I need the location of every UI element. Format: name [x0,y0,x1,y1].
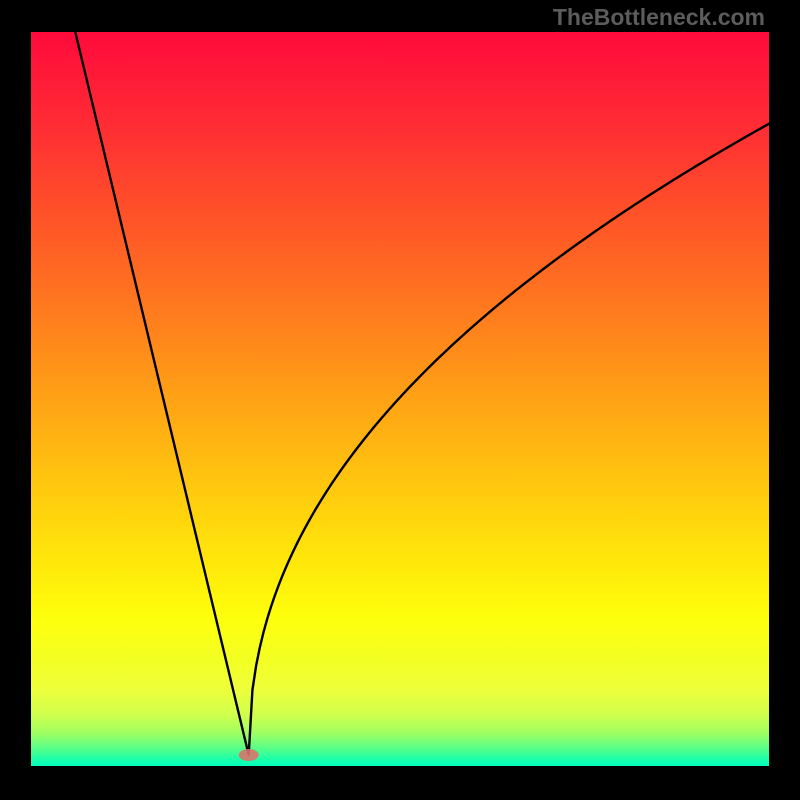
plot-area [31,32,769,766]
chart-border-right [769,0,800,800]
chart-border-left [0,0,31,800]
chart-border-bottom [0,766,800,800]
watermark-text: TheBottleneck.com [553,4,765,31]
bottleneck-chart: TheBottleneck.com [0,0,800,800]
background-gradient [31,32,769,766]
